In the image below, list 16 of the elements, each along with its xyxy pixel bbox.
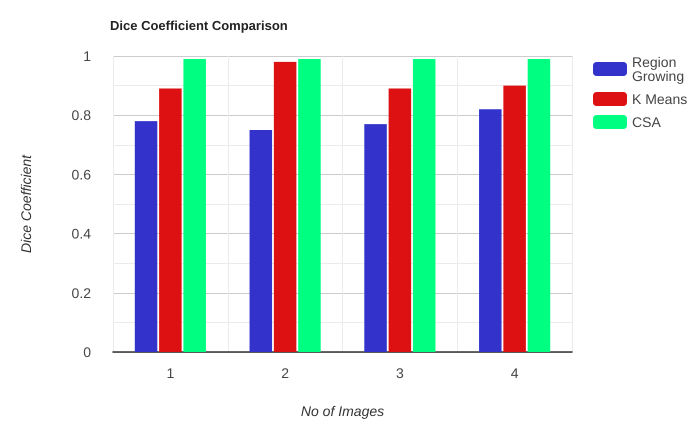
x-tick-label: 3 bbox=[396, 365, 404, 381]
x-tick-label: 4 bbox=[510, 365, 519, 381]
y-tick-label: 0.2 bbox=[72, 284, 92, 301]
x-axis-title: No of Images bbox=[300, 403, 384, 419]
legend-label: K Means bbox=[632, 91, 688, 107]
y-tick-label: 0.6 bbox=[72, 166, 92, 182]
chart-title: Dice Coefficient Comparison bbox=[110, 18, 288, 33]
x-tick-label: 1 bbox=[166, 365, 174, 381]
y-tick-label: 1 bbox=[83, 48, 92, 64]
y-tick-label: 0 bbox=[83, 344, 92, 360]
y-tick-label: 0.8 bbox=[72, 107, 92, 124]
x-tick-label: 2 bbox=[281, 365, 290, 381]
legend-label: CSA bbox=[632, 114, 662, 130]
y-axis-title: Dice Coefficient bbox=[18, 154, 34, 254]
legend-label: Region Growing bbox=[632, 54, 684, 84]
y-tick-label: 0.4 bbox=[72, 226, 92, 242]
